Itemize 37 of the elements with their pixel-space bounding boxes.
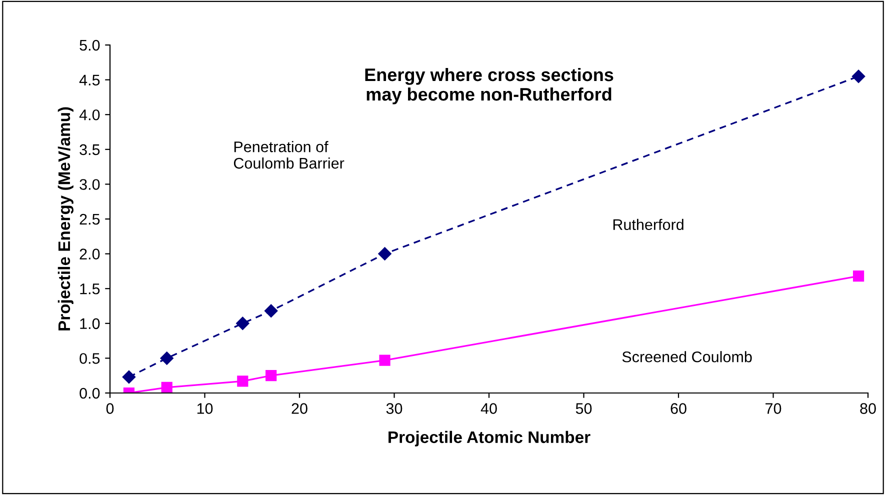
- x-tick-label: 20: [292, 403, 308, 414]
- y-tick-label: 2.5: [80, 214, 100, 225]
- y-tick-label: 0.5: [80, 353, 100, 364]
- annotation: Rutherford: [613, 218, 684, 230]
- point: [160, 352, 174, 365]
- point: [122, 370, 136, 384]
- annotation: Screened Coulomb: [622, 351, 752, 362]
- x-axis-title: Projectile Atomic Number: [388, 430, 590, 446]
- x-tick-label: 60: [670, 403, 686, 414]
- y-axis-title: Projectile Energy (MeV/amu): [58, 107, 74, 330]
- point: [852, 70, 866, 83]
- point: [378, 247, 392, 260]
- x-tick-label: 40: [480, 403, 497, 414]
- point: [237, 376, 248, 387]
- y-tick-label: 4.0: [79, 109, 100, 120]
- annotation: Penetration of Coulomb Barrier: [234, 141, 344, 169]
- point: [379, 354, 390, 366]
- x-tick-label: 70: [766, 403, 782, 414]
- point: [161, 382, 172, 393]
- point: [266, 370, 277, 382]
- x-tick-label: 30: [386, 403, 402, 414]
- y-tick-label: 0.0: [80, 388, 100, 399]
- y-tick-label: 3.5: [80, 144, 100, 156]
- y-tick-label: 1.5: [80, 284, 100, 294]
- y-tick-label: 5.0: [80, 40, 100, 51]
- x-tick-label: 50: [576, 403, 592, 414]
- x-tick-label: 80: [860, 403, 876, 414]
- x-tick-label: 0: [106, 403, 114, 414]
- point: [852, 270, 864, 282]
- y-tick-label: 3.0: [80, 179, 100, 190]
- y-tick-label: 1.0: [80, 318, 100, 330]
- x-tick-label: 10: [197, 403, 213, 414]
- point: [264, 304, 278, 318]
- text: Energy where cross sections may become non-Rutherford: [365, 68, 614, 104]
- point: [236, 316, 250, 330]
- y-tick-label: 2.0: [80, 248, 100, 260]
- y-tick-label: 4.5: [79, 74, 100, 86]
